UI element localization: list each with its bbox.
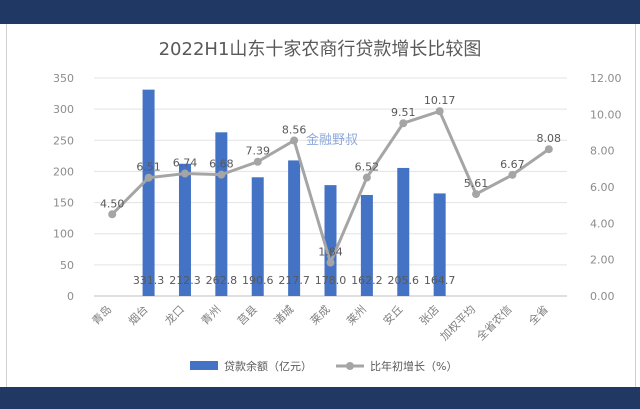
right-tick-label: 4.00 (590, 217, 615, 230)
chart-title: 2022H1山东十家农商行贷款增长比较图 (159, 39, 482, 60)
line-point (399, 119, 408, 128)
category-label: 龙口 (162, 303, 187, 328)
right-tick-label: 10.00 (590, 108, 622, 121)
line-point (144, 173, 153, 182)
legend: 贷款余额（亿元） 比年初增长（%） (190, 359, 457, 373)
line-point (217, 170, 226, 179)
line-value-label: 8.08 (537, 132, 562, 145)
legend-bar-swatch (190, 361, 218, 370)
left-tick-label: 100 (53, 228, 74, 241)
category-label: 莒县 (235, 303, 260, 328)
category-label: 青州 (199, 303, 224, 328)
line-value-label: 10.17 (424, 94, 456, 107)
line-value-label: 6.67 (500, 158, 525, 171)
left-tick-label: 300 (53, 103, 74, 116)
line-value-label: 7.39 (245, 145, 270, 158)
chart-frame (6, 24, 636, 387)
right-tick-label: 8.00 (590, 145, 615, 158)
line-point (326, 258, 335, 267)
category-label: 全省农信 (474, 302, 515, 343)
bar (397, 167, 410, 296)
bar-value-label: 178.0 (315, 274, 347, 287)
line-point (472, 190, 481, 199)
category-label: 青岛 (89, 302, 114, 327)
legend-line-label: 比年初增长（%） (370, 359, 457, 373)
line-point (290, 136, 299, 145)
line-value-label: 4.50 (100, 197, 125, 210)
bar (178, 163, 191, 296)
line-value-label: 6.52 (355, 161, 380, 174)
bar (360, 194, 373, 296)
line-value-label: 6.51 (136, 161, 161, 174)
bar (251, 177, 264, 296)
line-point (435, 107, 444, 116)
top-banner (0, 0, 640, 24)
line-point (362, 173, 371, 182)
right-tick-label: 0.00 (590, 290, 615, 303)
category-label: 全省 (525, 302, 550, 327)
left-tick-label: 150 (53, 197, 74, 210)
left-tick-label: 200 (53, 165, 74, 178)
bar (288, 160, 301, 296)
line-series (108, 107, 553, 267)
bar-value-label: 331.3 (133, 274, 165, 287)
line-point (108, 210, 117, 219)
bar-series (142, 89, 446, 296)
line-point (180, 169, 189, 178)
line-value-label: 5.61 (464, 177, 489, 190)
bottom-banner (0, 387, 640, 409)
bar-value-label: 205.6 (388, 274, 420, 287)
left-tick-label: 50 (60, 259, 74, 272)
bar-value-label: 190.6 (242, 274, 274, 287)
bar (433, 193, 446, 296)
category-label: 张店 (416, 302, 441, 327)
axes: 0 50 100 150 200 250 300 350 0.00 2.00 4.00 6.00 8.0… (53, 72, 622, 343)
bar-value-label: 164.7 (424, 274, 456, 287)
right-tick-label: 2.00 (590, 254, 615, 267)
bar-value-label: 212.3 (169, 274, 201, 287)
bar-value-label: 217.7 (278, 274, 310, 287)
category-label: 莱成 (308, 303, 333, 328)
legend-bar-label: 贷款余额（亿元） (224, 359, 312, 373)
line-value-label: 1.84 (318, 246, 343, 259)
data-labels: 331.3 212.3 262.8 190.6 217.7 178.0 162.2 205.6… (100, 94, 561, 287)
right-tick-label: 12.00 (590, 72, 622, 85)
line-point (544, 145, 553, 154)
category-label: 莱州 (344, 303, 369, 328)
line-point (508, 170, 517, 179)
category-label: 烟台 (125, 302, 150, 327)
line-value-label: 6.68 (209, 158, 234, 171)
bar-value-label: 162.2 (351, 274, 383, 287)
left-tick-label: 350 (53, 72, 74, 85)
line-value-label: 9.51 (391, 106, 416, 119)
right-tick-label: 6.00 (590, 181, 615, 194)
left-tick-label: 250 (53, 134, 74, 147)
watermark: 金融野叔 (306, 132, 358, 148)
line-point (253, 157, 262, 166)
line-value-label: 8.56 (282, 123, 307, 136)
line-value-label: 6.74 (173, 157, 198, 170)
category-label: 诸城 (271, 303, 296, 328)
bar (324, 185, 337, 296)
category-label: 安丘 (380, 302, 405, 327)
left-tick-label: 0 (67, 290, 74, 303)
category-label: 加权平均 (438, 303, 478, 343)
legend-line-marker (346, 362, 354, 370)
bar-value-label: 262.8 (206, 274, 238, 287)
bar (142, 89, 155, 296)
